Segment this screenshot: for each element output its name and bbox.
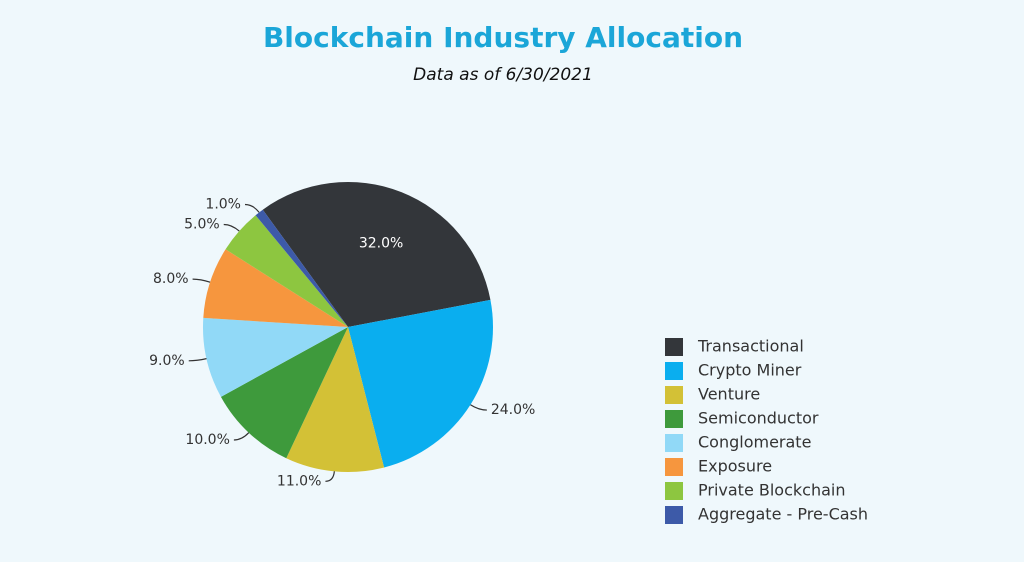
- leader-line: [188, 358, 207, 362]
- pie-slice: [220, 327, 348, 459]
- legend-label: Crypto Miner: [698, 361, 802, 380]
- pie-slice: [203, 249, 348, 327]
- legend-label: Conglomerate: [698, 433, 811, 452]
- legend-label: Semiconductor: [698, 409, 819, 428]
- legend-label: Private Blockchain: [698, 481, 845, 500]
- pie-slice: [203, 317, 348, 397]
- legend-swatch: [665, 506, 683, 524]
- legend-swatch: [665, 386, 683, 404]
- data-label: 11.0%: [277, 473, 321, 489]
- legend-label: Aggregate - Pre-Cash: [698, 505, 868, 524]
- leader-line: [470, 404, 487, 411]
- data-label: 9.0%: [149, 353, 185, 369]
- pie-slice: [255, 209, 348, 327]
- legend-swatch: [665, 434, 683, 452]
- chart-title: Blockchain Industry Allocation: [263, 21, 743, 54]
- leader-line: [244, 203, 260, 213]
- legend-label: Exposure: [698, 457, 772, 476]
- chart-subtitle: Data as of 6/30/2021: [413, 65, 593, 85]
- leader-line: [192, 278, 211, 283]
- data-label: 10.0%: [185, 432, 229, 448]
- legend-label: Transactional: [697, 337, 804, 356]
- legend-swatch: [665, 458, 683, 476]
- leader-line: [325, 471, 335, 482]
- data-label: 1.0%: [205, 197, 241, 213]
- legend-label: Venture: [698, 385, 760, 404]
- data-label: 24.0%: [491, 402, 535, 418]
- pie-slice: [225, 215, 348, 327]
- data-label: 32.0%: [359, 235, 403, 251]
- pie-slice: [262, 182, 491, 327]
- legend-swatch: [665, 482, 683, 500]
- leader-line: [223, 223, 240, 232]
- data-label: 8.0%: [153, 271, 189, 287]
- leader-line: [233, 432, 250, 441]
- legend-swatch: [665, 362, 683, 380]
- data-label: 5.0%: [184, 216, 220, 232]
- legend-swatch: [665, 338, 683, 356]
- pie-slice: [286, 327, 385, 472]
- legend-swatch: [665, 410, 683, 428]
- pie-slice: [348, 299, 493, 468]
